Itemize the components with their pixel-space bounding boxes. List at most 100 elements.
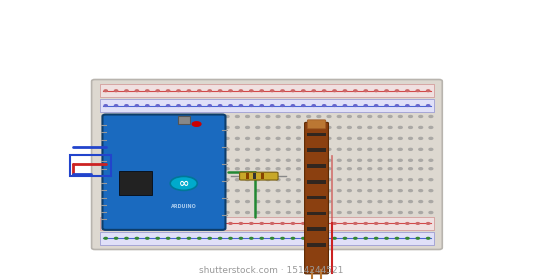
Circle shape <box>184 200 188 202</box>
Circle shape <box>104 223 107 224</box>
Circle shape <box>368 212 372 214</box>
Circle shape <box>409 137 412 139</box>
Circle shape <box>385 237 388 239</box>
Circle shape <box>114 237 118 239</box>
Circle shape <box>409 148 412 150</box>
Circle shape <box>125 105 128 106</box>
Circle shape <box>225 159 229 161</box>
Circle shape <box>136 237 139 239</box>
Circle shape <box>215 200 219 202</box>
Circle shape <box>144 190 147 192</box>
Circle shape <box>317 168 321 170</box>
Circle shape <box>144 116 147 118</box>
Circle shape <box>388 212 392 214</box>
Circle shape <box>266 190 270 192</box>
Circle shape <box>184 190 188 192</box>
Circle shape <box>358 212 362 214</box>
Circle shape <box>218 237 222 239</box>
Bar <box>178 116 190 124</box>
Circle shape <box>250 237 253 239</box>
Circle shape <box>337 190 341 192</box>
Circle shape <box>215 190 219 192</box>
Circle shape <box>337 148 341 150</box>
Circle shape <box>378 127 382 129</box>
Circle shape <box>235 148 239 150</box>
Circle shape <box>225 148 229 150</box>
Circle shape <box>175 212 178 214</box>
Circle shape <box>276 159 280 161</box>
Circle shape <box>146 223 149 224</box>
Bar <box>100 217 434 230</box>
Circle shape <box>133 127 138 129</box>
Circle shape <box>416 105 420 106</box>
Circle shape <box>419 148 423 150</box>
Circle shape <box>358 200 362 202</box>
Circle shape <box>307 127 311 129</box>
Circle shape <box>198 90 201 92</box>
Circle shape <box>364 223 367 224</box>
Circle shape <box>317 190 321 192</box>
Circle shape <box>240 237 243 239</box>
Circle shape <box>327 148 331 150</box>
Circle shape <box>378 179 382 181</box>
Circle shape <box>136 90 139 92</box>
Circle shape <box>358 159 362 161</box>
Circle shape <box>208 223 211 224</box>
Circle shape <box>154 190 158 192</box>
Circle shape <box>327 179 331 181</box>
Circle shape <box>388 148 392 150</box>
Circle shape <box>205 148 209 150</box>
Circle shape <box>235 200 239 202</box>
Circle shape <box>429 179 433 181</box>
Circle shape <box>154 116 158 118</box>
Circle shape <box>256 212 260 214</box>
Circle shape <box>419 200 423 202</box>
Circle shape <box>195 179 198 181</box>
Circle shape <box>215 212 219 214</box>
Circle shape <box>406 223 409 224</box>
Circle shape <box>368 179 372 181</box>
Circle shape <box>260 105 263 106</box>
Circle shape <box>164 212 168 214</box>
Circle shape <box>286 148 290 150</box>
Circle shape <box>419 212 423 214</box>
Circle shape <box>409 200 412 202</box>
Circle shape <box>291 105 294 106</box>
Circle shape <box>229 223 232 224</box>
Circle shape <box>307 116 311 118</box>
Circle shape <box>136 105 139 106</box>
Circle shape <box>281 105 284 106</box>
Circle shape <box>133 179 138 181</box>
Circle shape <box>398 148 402 150</box>
Circle shape <box>343 105 346 106</box>
Circle shape <box>146 90 149 92</box>
Circle shape <box>133 212 138 214</box>
Circle shape <box>104 90 107 92</box>
Text: shutterstock.com · 1514244521: shutterstock.com · 1514244521 <box>199 266 343 275</box>
Circle shape <box>240 223 243 224</box>
Circle shape <box>215 137 219 139</box>
Circle shape <box>286 159 290 161</box>
Circle shape <box>164 168 168 170</box>
FancyBboxPatch shape <box>307 120 326 129</box>
Circle shape <box>184 116 188 118</box>
Circle shape <box>317 200 321 202</box>
Circle shape <box>246 179 249 181</box>
Circle shape <box>395 90 398 92</box>
Circle shape <box>225 179 229 181</box>
Circle shape <box>235 137 239 139</box>
Circle shape <box>225 190 229 192</box>
Circle shape <box>175 148 178 150</box>
Circle shape <box>388 190 392 192</box>
Circle shape <box>125 237 128 239</box>
Circle shape <box>266 159 270 161</box>
Circle shape <box>337 137 341 139</box>
Circle shape <box>368 159 372 161</box>
Circle shape <box>296 137 300 139</box>
Circle shape <box>164 190 168 192</box>
Circle shape <box>286 127 290 129</box>
Circle shape <box>205 212 209 214</box>
Bar <box>307 196 326 199</box>
Circle shape <box>175 116 178 118</box>
Circle shape <box>144 127 147 129</box>
